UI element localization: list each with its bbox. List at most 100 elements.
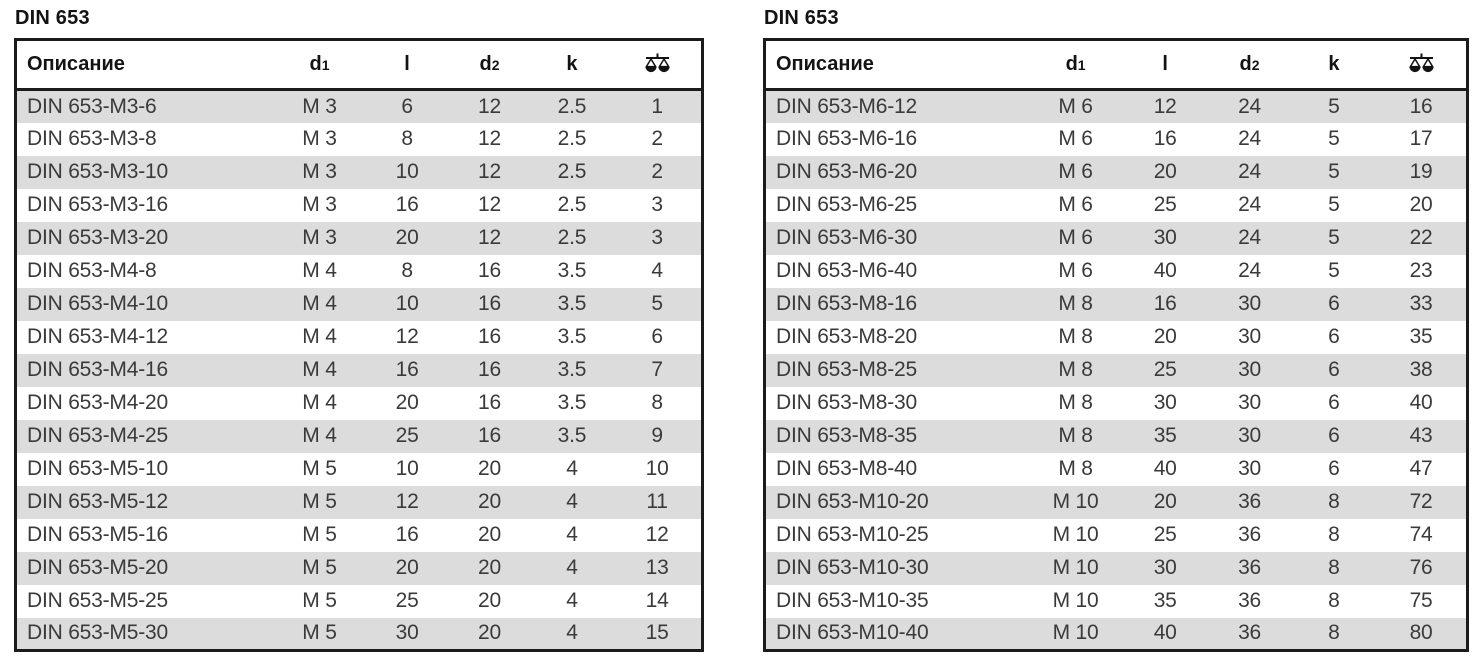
cell-weight: 80	[1409, 621, 1433, 645]
cell-d1: M 3	[302, 160, 337, 183]
cell-k: 8	[1328, 556, 1340, 579]
table-row: DIN 653-M8-25 M 8 25 30 6 38	[764, 353, 1468, 387]
column-header-subscript: 1	[321, 57, 330, 73]
cell-d2: 12	[478, 127, 501, 150]
cell-d1: M 10	[1052, 621, 1099, 645]
cell-k: 5	[1328, 160, 1340, 183]
table-row: DIN 653-M3-8 M 3 8 12 2.5 2	[15, 122, 703, 156]
column-header-weight	[1376, 39, 1468, 91]
cell-d1: M 10	[1052, 490, 1099, 513]
cell-description: DIN 653-M8-16	[776, 292, 917, 315]
cell-weight: 10	[645, 457, 669, 480]
din-653-table-left: Описание d1 l d2 k DIN 653-M3-6 M 3 6 12 2.5 1 DIN…	[14, 38, 704, 652]
cell-l: 30	[1153, 226, 1177, 249]
cell-k: 4	[566, 523, 578, 546]
cell-description: DIN 653-M3-8	[27, 127, 157, 150]
cell-d1: M 6	[1058, 226, 1093, 249]
cell-k: 3.5	[557, 391, 587, 414]
cell-weight: 35	[1409, 325, 1433, 348]
cell-d2: 20	[478, 621, 501, 645]
table-row: DIN 653-M6-25 M 6 25 24 5 20	[764, 188, 1468, 222]
cell-description: DIN 653-M4-16	[27, 358, 168, 381]
cell-d2: 20	[478, 490, 501, 513]
cell-l: 16	[395, 193, 419, 216]
cell-description: DIN 653-M3-16	[27, 193, 168, 216]
cell-k: 6	[1328, 325, 1340, 348]
cell-l: 8	[401, 259, 413, 282]
cell-l: 12	[395, 490, 419, 513]
cell-weight: 2	[651, 160, 663, 183]
table-row: DIN 653-M4-20 M 4 20 16 3.5 8	[15, 386, 703, 420]
table-row: DIN 653-M3-20 M 3 20 12 2.5 3	[15, 221, 703, 255]
cell-description: DIN 653-M5-30	[27, 621, 168, 645]
cell-l: 30	[395, 621, 419, 645]
cell-weight: 17	[1409, 127, 1433, 150]
cell-description: DIN 653-M8-20	[776, 325, 917, 348]
cell-d2: 24	[1238, 259, 1262, 282]
cell-description: DIN 653-M3-20	[27, 226, 168, 249]
cell-d2: 36	[1238, 621, 1262, 645]
din-653-panel-left: DIN 653 Описание d1 l d2 k DIN 653-M3-6 M 3 6 1…	[14, 7, 704, 652]
cell-l: 20	[395, 226, 419, 249]
cell-l: 8	[401, 127, 413, 150]
cell-d2: 20	[478, 457, 501, 480]
table-row: DIN 653-M10-20 M 10 20 36 8 72	[764, 485, 1468, 519]
cell-l: 6	[401, 94, 413, 118]
cell-description: DIN 653-M4-12	[27, 325, 168, 348]
column-header-d2: d2	[448, 39, 531, 91]
cell-description: DIN 653-M6-25	[776, 193, 917, 216]
cell-k: 2.5	[557, 127, 587, 150]
cell-weight: 75	[1409, 589, 1433, 612]
cell-d1: M 8	[1058, 424, 1093, 447]
cell-d1: M 8	[1058, 391, 1093, 414]
cell-d2: 30	[1238, 325, 1262, 348]
table-row: DIN 653-M10-40 M 10 40 36 8 80	[764, 617, 1468, 651]
cell-description: DIN 653-M3-6	[27, 94, 157, 118]
cell-d2: 36	[1238, 556, 1262, 579]
cell-d2: 24	[1238, 94, 1262, 118]
cell-d2: 30	[1238, 457, 1262, 480]
cell-l: 12	[1153, 94, 1177, 118]
cell-weight: 14	[645, 589, 669, 612]
cell-d2: 20	[478, 523, 501, 546]
cell-d2: 16	[478, 259, 501, 282]
cell-weight: 12	[645, 523, 669, 546]
cell-d1: M 8	[1058, 457, 1093, 480]
cell-d1: M 8	[1058, 325, 1093, 348]
cell-k: 5	[1328, 127, 1340, 150]
table-row: DIN 653-M8-16 M 8 16 30 6 33	[764, 287, 1468, 321]
column-header-l: l	[1123, 39, 1208, 91]
cell-k: 4	[566, 490, 578, 513]
cell-k: 3.5	[557, 325, 587, 348]
cell-k: 3.5	[557, 292, 587, 315]
cell-description: DIN 653-M6-30	[776, 226, 917, 249]
cell-weight: 22	[1409, 226, 1433, 249]
cell-d1: M 5	[302, 523, 337, 546]
cell-d2: 20	[478, 589, 501, 612]
cell-l: 16	[1153, 127, 1177, 150]
cell-l: 10	[395, 457, 419, 480]
cell-k: 4	[566, 589, 578, 612]
cell-d2: 16	[478, 424, 501, 447]
cell-l: 10	[395, 292, 419, 315]
cell-d1: M 6	[1058, 94, 1093, 118]
cell-description: DIN 653-M8-25	[776, 358, 917, 381]
cell-description: DIN 653-M8-30	[776, 391, 917, 414]
table-row: DIN 653-M8-20 M 8 20 30 6 35	[764, 320, 1468, 354]
cell-d2: 36	[1238, 490, 1262, 513]
column-header-subscript: 2	[1251, 57, 1260, 73]
cell-k: 8	[1328, 589, 1340, 612]
cell-l: 25	[395, 424, 419, 447]
cell-weight: 4	[651, 259, 663, 282]
column-header-weight	[613, 39, 703, 91]
cell-weight: 38	[1409, 358, 1433, 381]
column-header-description: Описание	[764, 39, 1029, 91]
column-header-description: Описание	[15, 39, 274, 91]
cell-k: 3.5	[557, 424, 587, 447]
cell-d1: M 5	[302, 457, 337, 480]
cell-description: DIN 653-M8-35	[776, 424, 917, 447]
cell-description: DIN 653-M4-20	[27, 391, 168, 414]
cell-k: 6	[1328, 424, 1340, 447]
cell-d1: M 4	[302, 259, 337, 282]
cell-d2: 16	[478, 325, 501, 348]
